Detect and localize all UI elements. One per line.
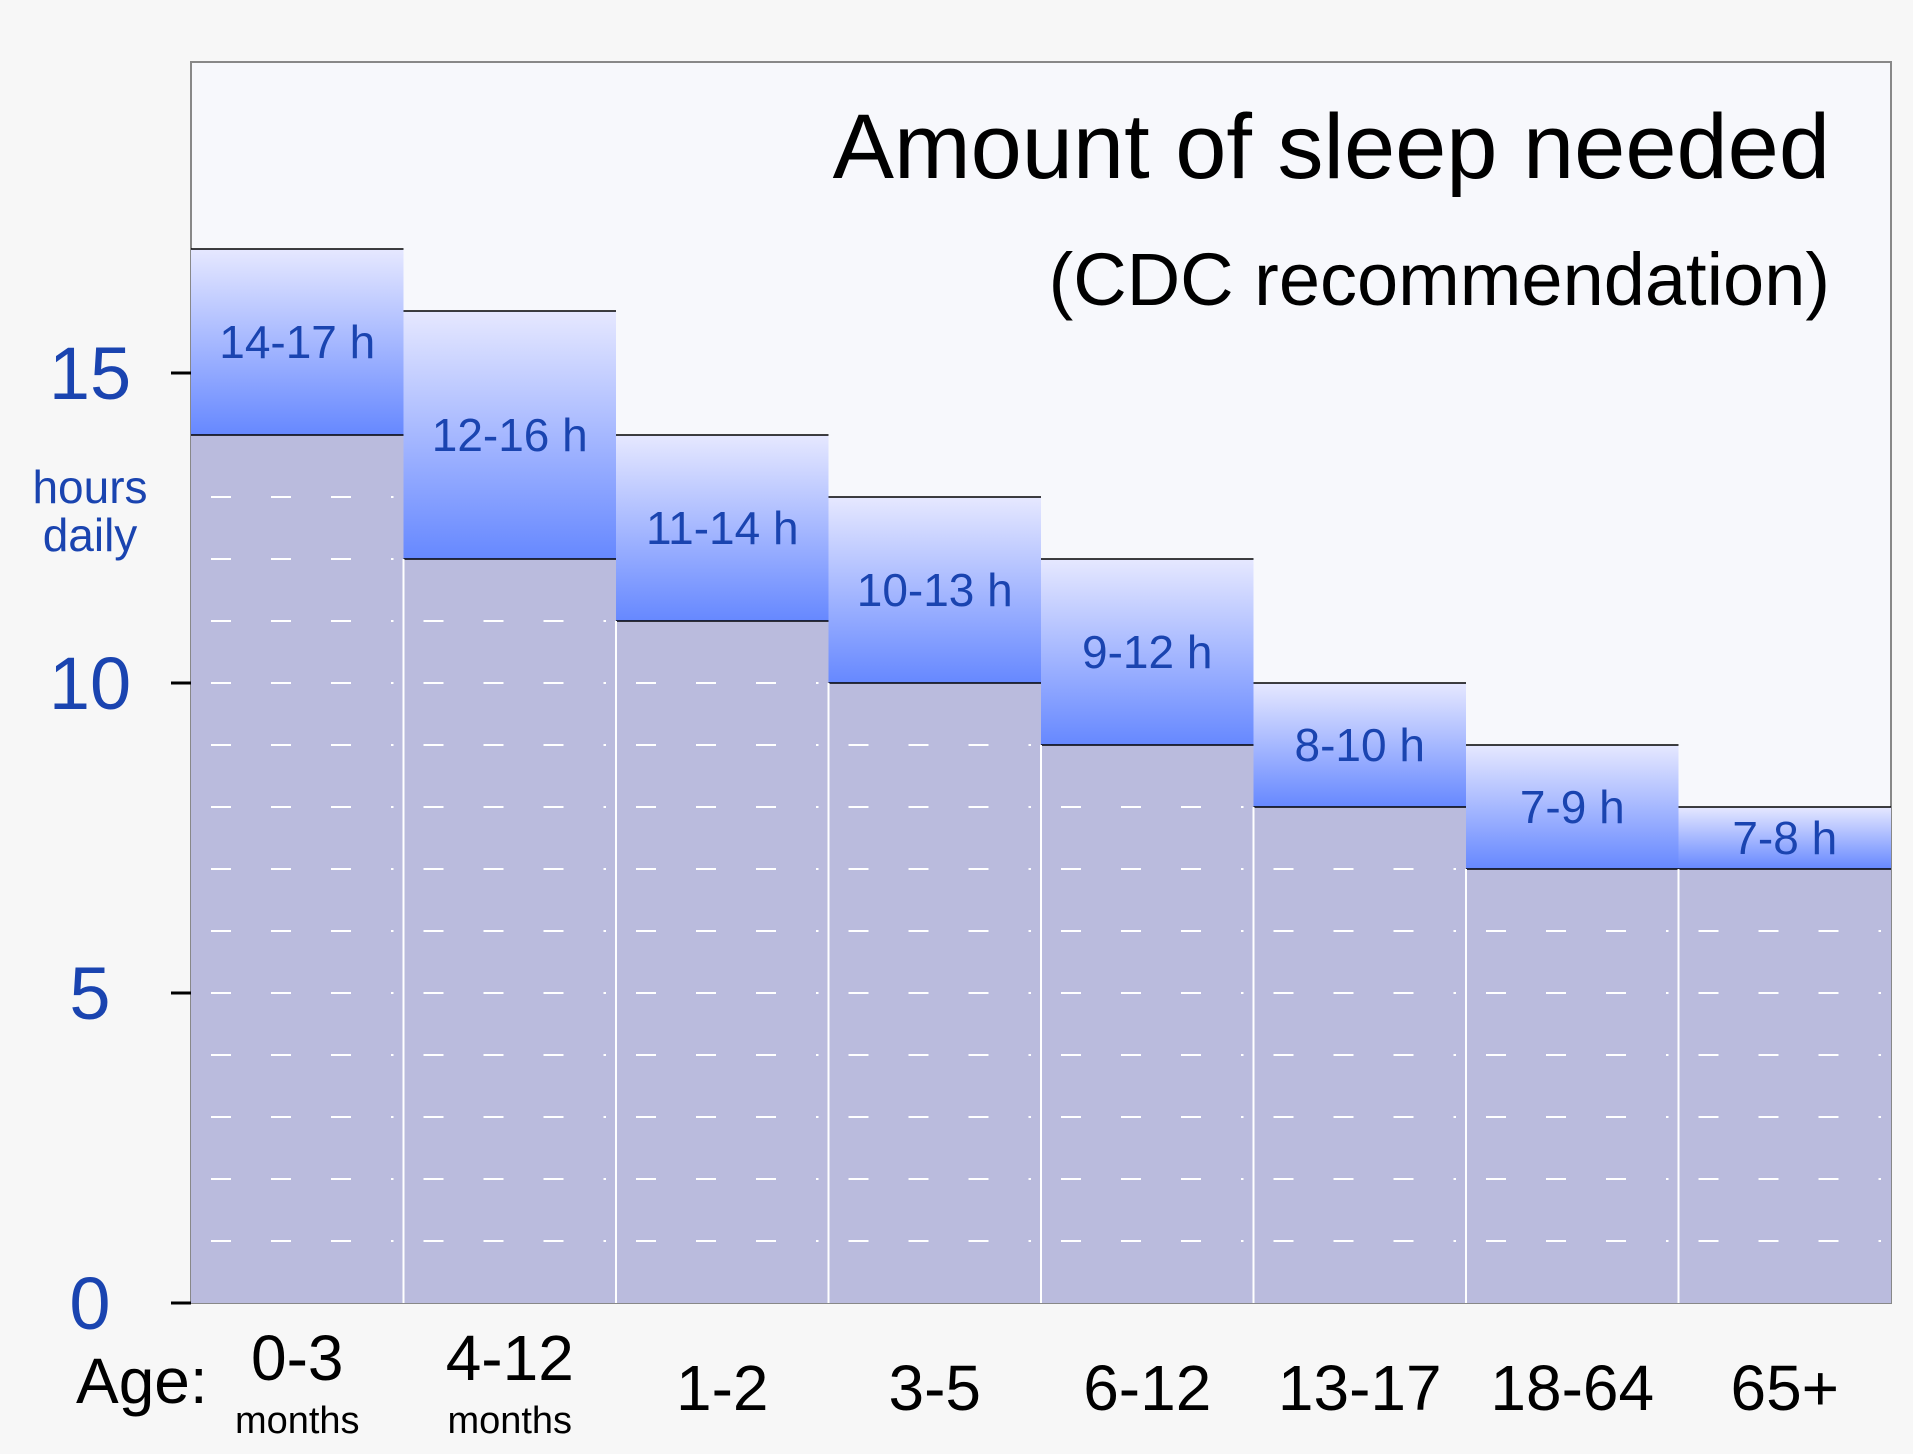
base-bar-6: [1466, 869, 1679, 1303]
base-bar-7: [1678, 869, 1891, 1303]
base-bar-4: [1041, 745, 1254, 1303]
range-bar-5: [1253, 683, 1466, 807]
range-bar-7: [1678, 807, 1891, 869]
range-label-3: 10-13 h: [857, 564, 1013, 616]
x-tick-label-5: 13-17: [1278, 1352, 1442, 1424]
x-tick-label-2: 1-2: [676, 1352, 769, 1424]
x-tick-label-6: 18-64: [1490, 1352, 1654, 1424]
chart-title: Amount of sleep needed: [833, 96, 1830, 198]
y-tick-label-5: 5: [69, 952, 110, 1035]
x-tick-label-3: 3-5: [889, 1352, 982, 1424]
y-tick-label-0: 0: [69, 1262, 110, 1345]
chart-subtitle: (CDC recommendation): [1049, 238, 1830, 321]
y-axis: 0 5 10 15: [49, 332, 191, 1345]
y-axis-label-line-2: daily: [43, 509, 138, 561]
y-tick-label-10: 10: [49, 642, 131, 725]
range-label-6: 7-9 h: [1520, 781, 1625, 833]
base-bar-2: [616, 621, 829, 1303]
range-bar-3: [828, 497, 1041, 683]
range-bar-1: [403, 311, 616, 559]
y-axis-label-line-1: hours: [32, 461, 147, 513]
x-tick-label-4: 6-12: [1083, 1352, 1211, 1424]
x-tick-label-0: 0-3: [251, 1322, 344, 1394]
x-axis: 0-3 months 4-12 months 1-2 3-5 6-12 13-17 18-64 6…: [235, 1322, 1839, 1442]
range-label-1: 12-16 h: [432, 409, 588, 461]
range-label-5: 8-10 h: [1295, 719, 1425, 771]
x-axis-label: Age:: [76, 1345, 208, 1417]
range-labels-layer: 14-17 h 12-16 h 11-14 h 10-13 h 9-12 h 8-10 h…: [219, 316, 1837, 864]
x-tick-label-1: 4-12: [446, 1322, 574, 1394]
range-bar-6: [1466, 745, 1679, 869]
range-label-0: 14-17 h: [219, 316, 375, 368]
y-tick-label-15: 15: [49, 332, 131, 415]
range-bar-2: [616, 435, 829, 621]
range-label-4: 9-12 h: [1082, 626, 1212, 678]
range-label-7: 7-8 h: [1732, 812, 1837, 864]
x-tick-sublabel-0: months: [235, 1400, 360, 1442]
range-label-2: 11-14 h: [646, 502, 799, 554]
x-tick-sublabel-1: months: [447, 1400, 572, 1442]
range-bar-4: [1041, 559, 1254, 745]
x-tick-label-7: 65+: [1730, 1352, 1839, 1424]
range-bar-0: [191, 249, 404, 435]
